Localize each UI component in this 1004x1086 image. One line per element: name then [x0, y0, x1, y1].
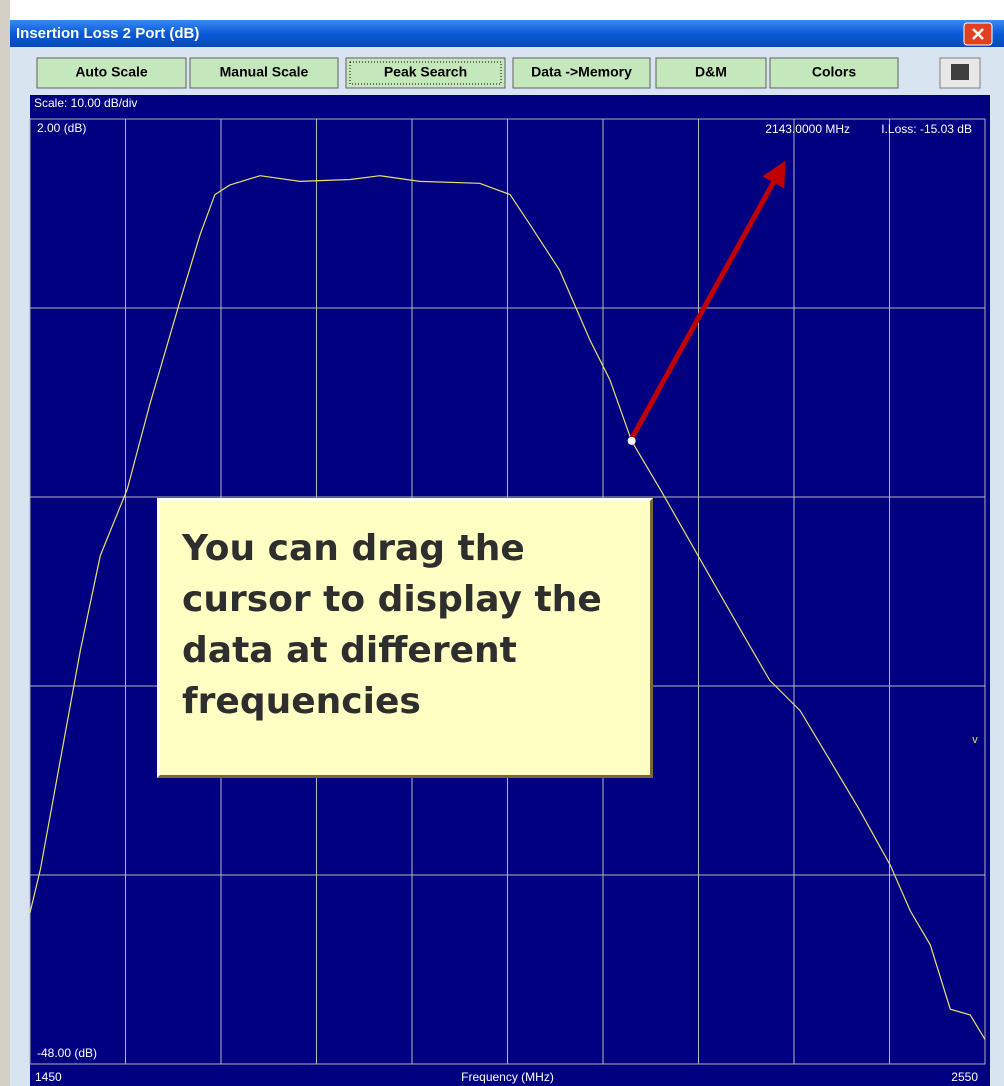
- button-label: Peak Search: [384, 64, 467, 80]
- toolbar-button[interactable]: [189, 57, 339, 89]
- x-tick-label: 2550: [951, 1070, 978, 1084]
- button-label: Data ->Memory: [531, 64, 632, 80]
- scale-label: Scale: 10.00 dB/div: [34, 96, 137, 110]
- toolbar-button[interactable]: [769, 57, 899, 89]
- y-tick-label: -48.00 (dB): [37, 1046, 97, 1060]
- button-label: Manual Scale: [220, 64, 309, 80]
- marker-label: v: [972, 734, 978, 746]
- button-label: D&M: [695, 64, 727, 80]
- button-label: Colors: [812, 64, 857, 80]
- window-title: Insertion Loss 2 Port (dB): [16, 25, 199, 42]
- cursor-frequency: 2143.0000 MHz: [765, 122, 850, 136]
- cursor-point[interactable]: [627, 436, 636, 445]
- toolbar-button[interactable]: [36, 57, 187, 89]
- button-label: Auto Scale: [75, 64, 148, 80]
- cursor-loss: I.Loss: -15.03 dB: [881, 122, 972, 136]
- focus-outline: [349, 61, 502, 85]
- toolbar-button[interactable]: [655, 57, 767, 89]
- background-window: [0, 0, 10, 1086]
- title-bar: [10, 20, 1004, 47]
- annotation-arrow: [629, 160, 786, 440]
- y-tick-label: 2.00 (dB): [37, 121, 86, 135]
- callout: You can drag the cursor to display the d…: [157, 498, 653, 778]
- toolbar-button[interactable]: [512, 57, 651, 89]
- x-tick-label: 1450: [35, 1070, 62, 1084]
- close-icon: [972, 28, 984, 40]
- print-icon: [951, 64, 969, 80]
- toolbar-button[interactable]: [345, 57, 506, 89]
- x-axis-label: Frequency (MHz): [461, 1070, 554, 1084]
- trace-line: [29, 175, 986, 1040]
